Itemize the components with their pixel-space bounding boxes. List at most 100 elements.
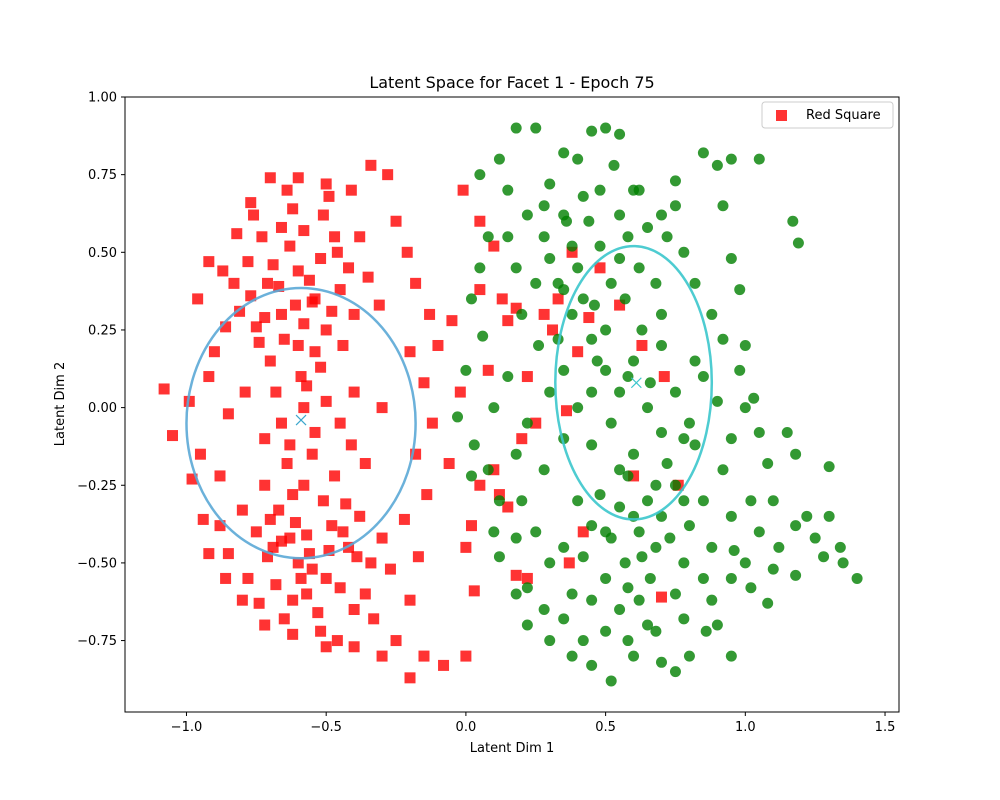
green-circle-point bbox=[711, 619, 723, 631]
red-square-point bbox=[289, 517, 301, 529]
green-circle-point bbox=[488, 402, 500, 414]
green-circle-point bbox=[669, 386, 681, 398]
green-circle-point bbox=[642, 221, 654, 233]
red-square-point bbox=[343, 262, 355, 274]
green-circle-point bbox=[689, 355, 701, 367]
cluster-ellipse-2 bbox=[554, 244, 714, 521]
red-square-point bbox=[614, 299, 626, 311]
red-square-point bbox=[208, 346, 220, 358]
green-circle-point bbox=[583, 215, 595, 227]
green-circle-point bbox=[669, 200, 681, 212]
green-circle-point bbox=[566, 650, 578, 662]
red-square-point bbox=[275, 221, 287, 233]
green-circle-point bbox=[661, 458, 673, 470]
green-circle-point bbox=[577, 293, 589, 305]
green-circle-point bbox=[558, 147, 570, 159]
green-circle-point bbox=[834, 541, 846, 553]
red-square-point bbox=[236, 594, 248, 606]
red-square-point bbox=[245, 290, 257, 302]
red-square-point bbox=[457, 184, 469, 196]
red-square-point bbox=[438, 659, 450, 671]
green-circle-point bbox=[725, 153, 737, 165]
green-circle-point bbox=[725, 510, 737, 522]
green-circle-point bbox=[678, 246, 690, 258]
green-circle-point bbox=[725, 253, 737, 265]
green-circle-point bbox=[558, 209, 570, 221]
green-circle-point bbox=[655, 209, 667, 221]
green-circle-point bbox=[591, 355, 603, 367]
red-square-point bbox=[270, 386, 282, 398]
red-square-point bbox=[368, 613, 380, 625]
green-circle-point bbox=[477, 330, 489, 342]
green-circle-point bbox=[586, 594, 598, 606]
red-square-point bbox=[502, 501, 514, 513]
green-circle-point bbox=[544, 635, 556, 647]
red-square-point bbox=[474, 479, 486, 491]
red-square-point bbox=[521, 371, 533, 383]
green-circle-point bbox=[697, 371, 709, 383]
red-square-point bbox=[577, 526, 589, 538]
red-square-point bbox=[365, 159, 377, 171]
red-square-point bbox=[359, 458, 371, 470]
green-circle-point bbox=[725, 572, 737, 584]
red-square-point bbox=[298, 479, 310, 491]
red-square-point bbox=[298, 225, 310, 237]
green-circle-point bbox=[790, 448, 802, 460]
green-circle-point bbox=[614, 501, 626, 513]
green-circle-point bbox=[605, 675, 617, 687]
red-square-point bbox=[317, 209, 329, 221]
red-square-point bbox=[298, 402, 310, 414]
green-circle-point bbox=[655, 339, 667, 351]
red-square-point bbox=[248, 209, 260, 221]
red-square-point bbox=[264, 172, 276, 184]
x-axis: −1.0 −0.5 0.0 0.5 1.0 1.5 bbox=[171, 712, 895, 735]
legend: Red Square bbox=[761, 101, 894, 129]
red-square-point bbox=[521, 572, 533, 584]
green-circle-point bbox=[650, 277, 662, 289]
red-square-point bbox=[273, 504, 285, 516]
red-square-point bbox=[298, 318, 310, 330]
red-square-point bbox=[203, 256, 215, 268]
green-circle-point bbox=[614, 209, 626, 221]
green-circle-point bbox=[538, 200, 550, 212]
red-square-point bbox=[628, 470, 640, 482]
green-circle-point bbox=[614, 386, 626, 398]
red-square-point bbox=[493, 489, 505, 501]
red-square-point bbox=[320, 324, 332, 336]
green-circle-point bbox=[762, 597, 774, 609]
red-square-point bbox=[259, 433, 271, 445]
red-square-point bbox=[292, 557, 304, 569]
red-square-point bbox=[192, 293, 204, 305]
green-circle-point bbox=[622, 635, 634, 647]
red-square-point bbox=[214, 520, 226, 532]
green-circle-point bbox=[493, 495, 505, 507]
red-square-point bbox=[264, 355, 276, 367]
green-circle-point bbox=[614, 128, 626, 140]
green-circle-point bbox=[452, 411, 464, 423]
red-square-point bbox=[306, 448, 318, 460]
red-square-point bbox=[303, 548, 315, 560]
red-square-point bbox=[348, 308, 360, 320]
green-circle-point bbox=[636, 324, 648, 336]
red-square-point bbox=[203, 371, 215, 383]
red-square-point bbox=[510, 569, 522, 581]
green-circle-point bbox=[753, 153, 765, 165]
red-square-point bbox=[465, 520, 477, 532]
y-axis: −0.75 −0.50 −0.25 0.00 0.25 0.50 0.75 1.00 bbox=[77, 91, 125, 649]
green-circle-point bbox=[700, 625, 712, 637]
green-circle-point bbox=[510, 532, 522, 544]
y-tick-label: 0.25 bbox=[88, 323, 117, 338]
red-square-point bbox=[488, 240, 500, 252]
red-square-point bbox=[566, 246, 578, 258]
red-square-point bbox=[552, 293, 564, 305]
green-circle-point bbox=[622, 582, 634, 594]
green-circle-point bbox=[572, 402, 584, 414]
red-square-point bbox=[273, 280, 285, 292]
red-square-point bbox=[572, 346, 584, 358]
red-square-point bbox=[203, 548, 215, 560]
axes-frame bbox=[124, 96, 900, 713]
x-tick-label: 0.0 bbox=[456, 720, 477, 735]
green-circle-point bbox=[622, 231, 634, 243]
red-square-point bbox=[275, 417, 287, 429]
red-square-point bbox=[432, 339, 444, 351]
